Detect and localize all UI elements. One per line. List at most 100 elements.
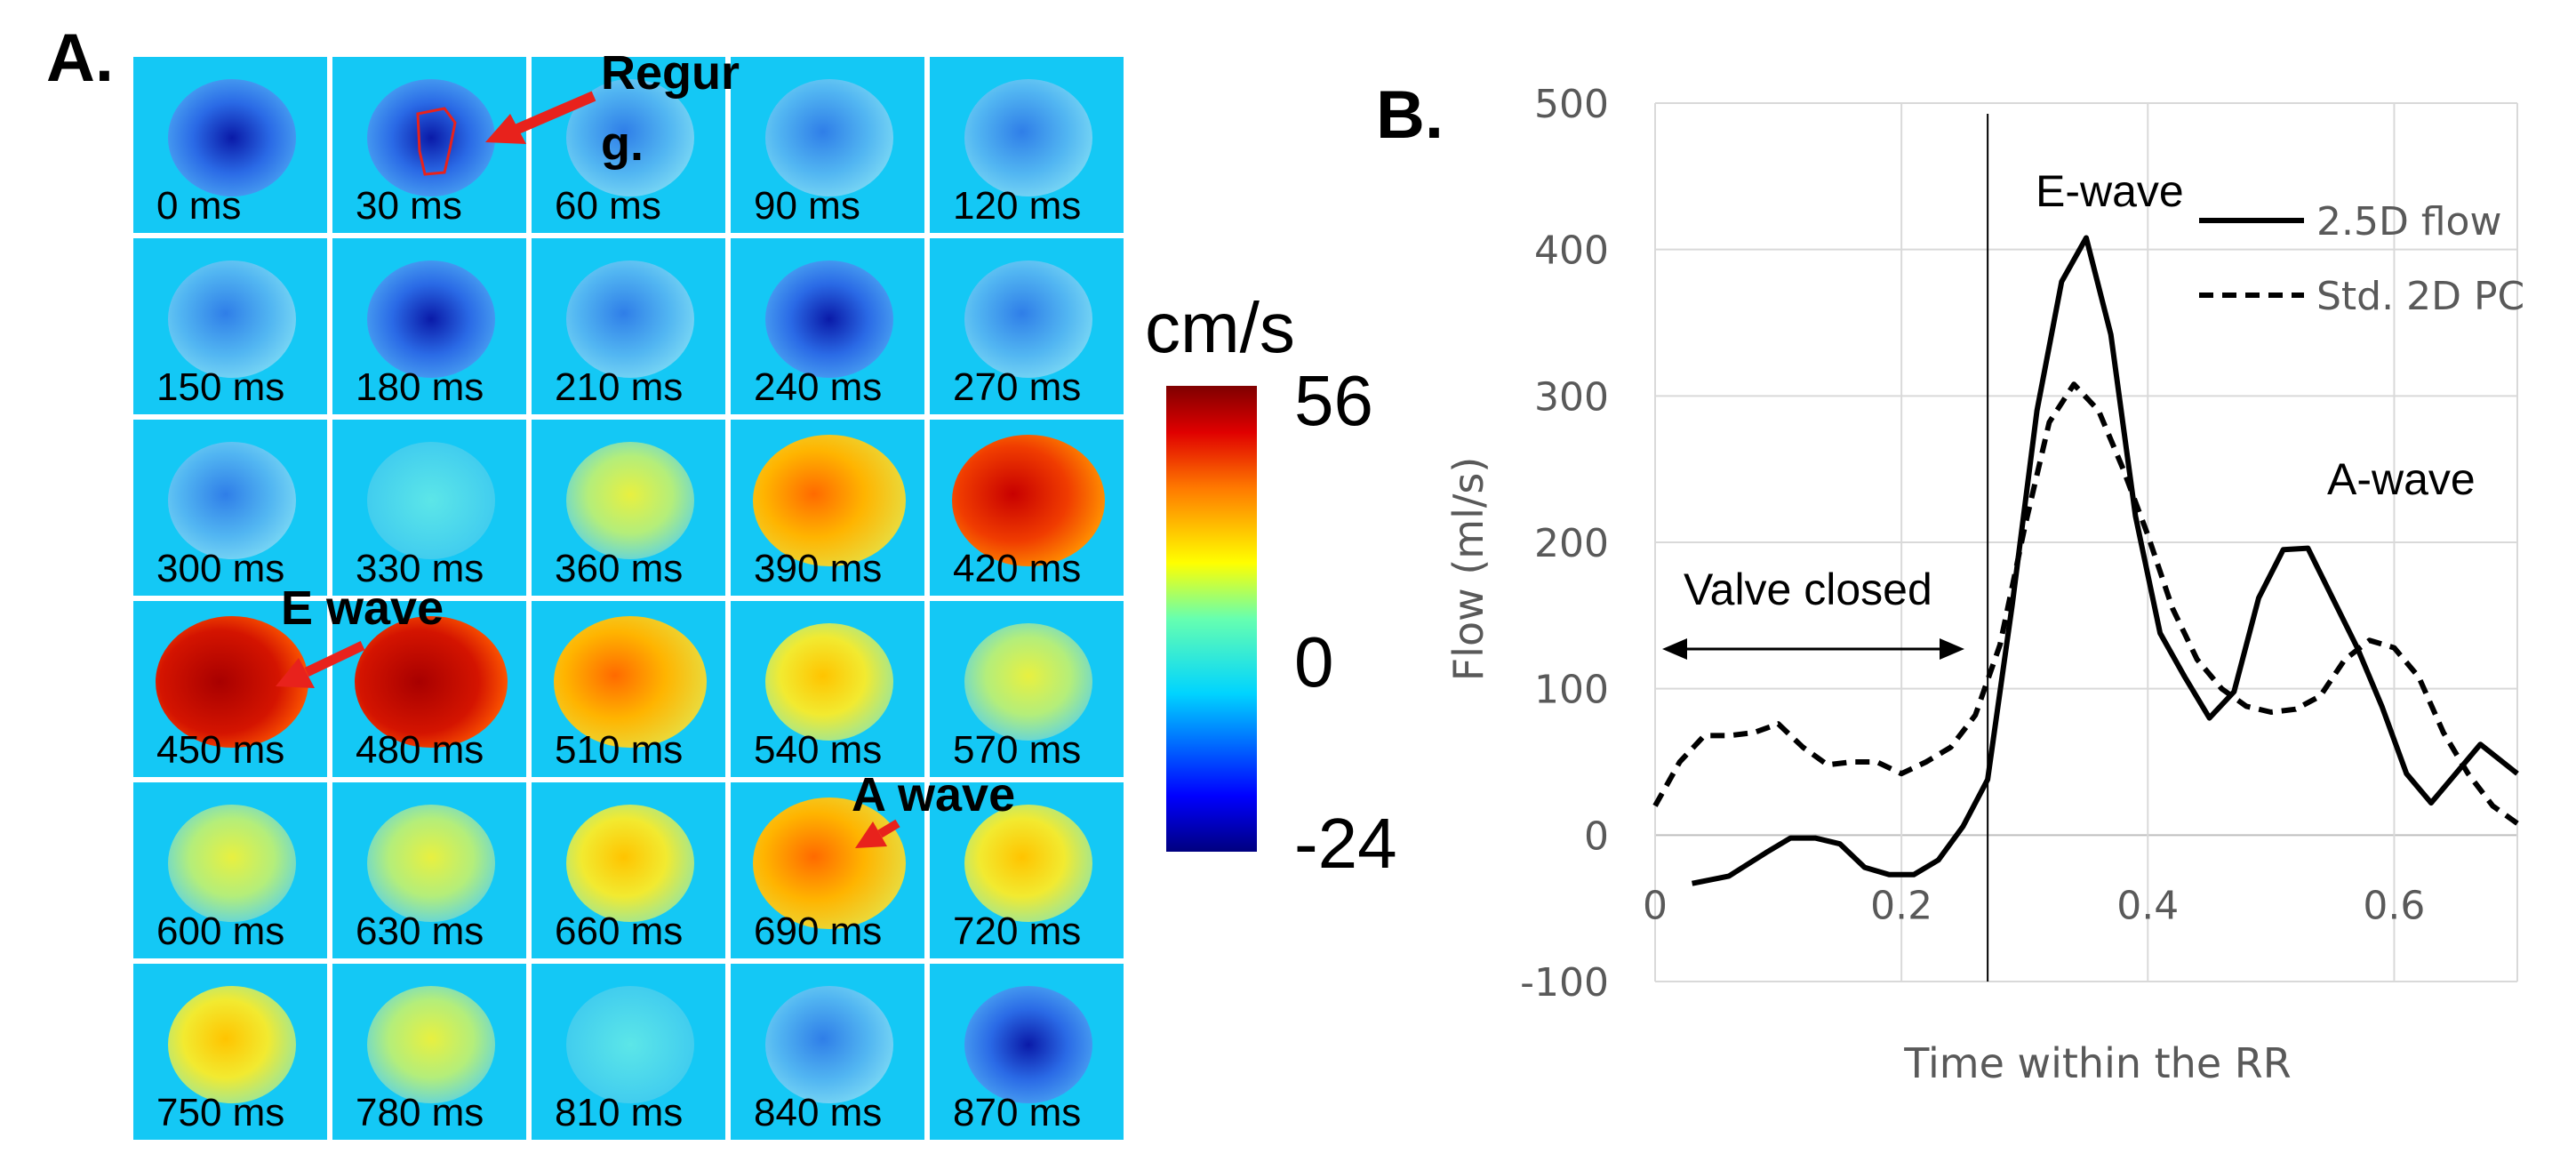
velocity-frame: 630 ms <box>332 782 526 958</box>
frame-time-label: 510 ms <box>555 728 683 772</box>
velocity-frame: 240 ms <box>731 238 924 414</box>
velocity-frame: 180 ms <box>332 238 526 414</box>
frame-time-label: 360 ms <box>555 547 683 590</box>
velocity-frame: 450 ms <box>133 601 327 777</box>
velocity-frame: 480 ms <box>332 601 526 777</box>
series-line-2-5d-flow <box>1692 235 2519 886</box>
frame-time-label: 720 ms <box>953 910 1081 953</box>
y-tick-label: 500 <box>1534 82 1609 127</box>
valve-flow-map <box>566 442 694 559</box>
frame-time-label: 660 ms <box>555 910 683 953</box>
valve-flow-map <box>554 616 707 748</box>
valve-flow-map <box>367 79 495 196</box>
x-tick-label: 0 <box>1643 883 1668 928</box>
velocity-frame: 210 ms <box>532 238 725 414</box>
velocity-frame: 90 ms <box>731 57 924 233</box>
frame-time-label: 690 ms <box>754 910 882 953</box>
velocity-frame: 510 ms <box>532 601 725 777</box>
velocity-frame: 600 ms <box>133 782 327 958</box>
valve-flow-map <box>765 260 893 378</box>
velocity-frame: 570 ms <box>930 601 1124 777</box>
legend-series-2: Std. 2D PC <box>2316 274 2524 319</box>
valve-flow-map <box>952 435 1105 566</box>
e-wave-label: E wave <box>281 581 444 635</box>
legend-series-1: 2.5D flow <box>2316 199 2501 244</box>
valve-flow-map <box>168 986 296 1103</box>
y-axis-title: Flow (ml/s) <box>1444 457 1492 682</box>
y-tick-label: 100 <box>1534 668 1609 713</box>
a-wave-arrow <box>855 819 900 848</box>
a-wave-label: A wave <box>852 768 1015 821</box>
velocity-frame: 720 ms <box>930 782 1124 958</box>
frame-time-label: 90 ms <box>754 184 860 228</box>
valve-flow-map <box>168 260 296 378</box>
valve-flow-map <box>964 805 1092 922</box>
regurg-outline <box>416 107 457 176</box>
frame-time-label: 840 ms <box>754 1091 882 1134</box>
valve-flow-map <box>367 260 495 378</box>
velocity-frame: 360 ms <box>532 420 725 596</box>
y-tick-label: 200 <box>1534 521 1609 566</box>
chart-ticks: -100 0 100 200 300 400 500 0 0.2 0.4 0.6 <box>1520 82 2425 1006</box>
velocity-frame: 840 ms <box>731 964 924 1140</box>
frame-time-label: 480 ms <box>356 728 484 772</box>
velocity-frame: 540 ms <box>731 601 924 777</box>
velocity-frame: 300 ms <box>133 420 327 596</box>
frame-time-label: 600 ms <box>156 910 284 953</box>
valve-flow-map <box>964 623 1092 741</box>
valve-flow-map <box>765 986 893 1103</box>
x-axis-title: Time within the RR <box>1903 1039 2291 1087</box>
velocity-frame: 30 ms <box>332 57 526 233</box>
velocity-map-montage: 0 ms 30 ms 60 ms 90 ms 120 ms 150 ms 180 ms 210… <box>132 55 1131 1147</box>
velocity-frame: 270 ms <box>930 238 1124 414</box>
frame-time-label: 540 ms <box>754 728 882 772</box>
valve-flow-map <box>566 986 694 1103</box>
x-tick-label: 0.2 <box>1870 883 1932 928</box>
series-line-std-2d-pc <box>1652 381 2519 826</box>
velocity-frame: 330 ms <box>332 420 526 596</box>
velocity-frame: 0 ms <box>133 57 327 233</box>
frame-time-label: 120 ms <box>953 184 1081 228</box>
valve-flow-map <box>753 435 906 566</box>
chart-legend: 2.5D flow Std. 2D PC <box>2199 199 2524 319</box>
frame-time-label: 450 ms <box>156 728 284 772</box>
frame-time-label: 330 ms <box>356 547 484 590</box>
valve-closed-label: Valve closed <box>1684 565 1932 614</box>
e-wave-chart-label: E-wave <box>2036 166 2184 216</box>
colorbar-mid: 0 <box>1294 622 1334 701</box>
panel-a-figure: 0 ms 30 ms 60 ms 90 ms 120 ms 150 ms 180 ms 210… <box>132 46 1397 1147</box>
frame-time-label: 180 ms <box>356 365 484 409</box>
velocity-frame: 660 ms <box>532 782 725 958</box>
velocity-frame: 390 ms <box>731 420 924 596</box>
panel-b-label: B. <box>1376 77 1444 153</box>
y-tick-label: 300 <box>1534 374 1609 420</box>
valve-flow-map <box>964 260 1092 378</box>
colorbar-max: 56 <box>1294 361 1373 440</box>
velocity-frame: 60 ms <box>532 57 725 233</box>
frame-time-label: 30 ms <box>356 184 462 228</box>
frame-time-label: 300 ms <box>156 547 284 590</box>
frame-time-label: 870 ms <box>953 1091 1081 1134</box>
velocity-frame: 150 ms <box>133 238 327 414</box>
valve-flow-map <box>765 79 893 196</box>
y-tick-label: 400 <box>1534 228 1609 274</box>
valve-flow-map <box>964 986 1092 1103</box>
valve-closed-arrow <box>1662 638 1964 660</box>
velocity-frame: 750 ms <box>133 964 327 1140</box>
valve-flow-map <box>367 805 495 922</box>
frame-time-label: 0 ms <box>156 184 241 228</box>
frame-time-label: 630 ms <box>356 910 484 953</box>
frame-time-label: 270 ms <box>953 365 1081 409</box>
valve-flow-map <box>566 805 694 922</box>
valve-flow-map <box>765 623 893 741</box>
valve-flow-map <box>367 986 495 1103</box>
velocity-frame: 120 ms <box>930 57 1124 233</box>
velocity-frame: 420 ms <box>930 420 1124 596</box>
frame-time-label: 210 ms <box>555 365 683 409</box>
frame-time-label: 780 ms <box>356 1091 484 1134</box>
valve-flow-map <box>355 616 508 748</box>
valve-flow-map <box>964 79 1092 196</box>
frame-time-label: 60 ms <box>555 184 661 228</box>
frame-time-label: 150 ms <box>156 365 284 409</box>
frame-time-label: 750 ms <box>156 1091 284 1134</box>
